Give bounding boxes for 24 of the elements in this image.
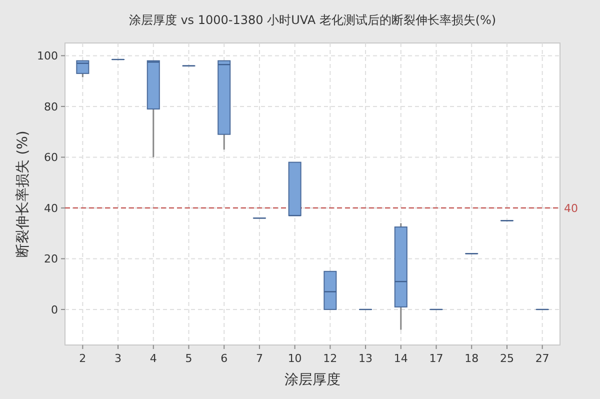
x-tick-label: 6 [220, 352, 228, 365]
x-tick-label: 5 [185, 352, 192, 365]
x-tick-label: 13 [358, 352, 373, 365]
x-tick-label: 2 [79, 352, 86, 365]
x-tick-label: 14 [394, 352, 408, 365]
chart-title: 涂层厚度 vs 1000-1380 小时UVA 老化测试后的断裂伸长率损失(%) [128, 13, 496, 27]
x-tick-label: 12 [323, 352, 338, 365]
ref-line-label: 40 [564, 202, 578, 215]
x-tick-label: 17 [429, 352, 444, 365]
x-tick-label: 10 [288, 352, 302, 365]
y-tick-label: 80 [44, 100, 58, 114]
x-tick-label: 27 [535, 352, 550, 365]
y-axis-title: 断裂伸长率损失 (%) [15, 130, 31, 258]
y-tick-label: 100 [37, 50, 58, 63]
x-tick-label: 18 [464, 352, 479, 365]
y-tick-label: 20 [44, 252, 58, 266]
x-tick-label: 4 [150, 352, 157, 365]
y-tick-label: 0 [51, 303, 58, 316]
x-tick-label: 3 [114, 352, 122, 365]
x-tick-label: 25 [500, 352, 514, 365]
y-tick-label: 60 [44, 151, 58, 164]
x-axis-title: 涂层厚度 [284, 372, 340, 388]
x-tick-label: 7 [256, 352, 263, 365]
y-tick-label: 40 [44, 202, 58, 215]
